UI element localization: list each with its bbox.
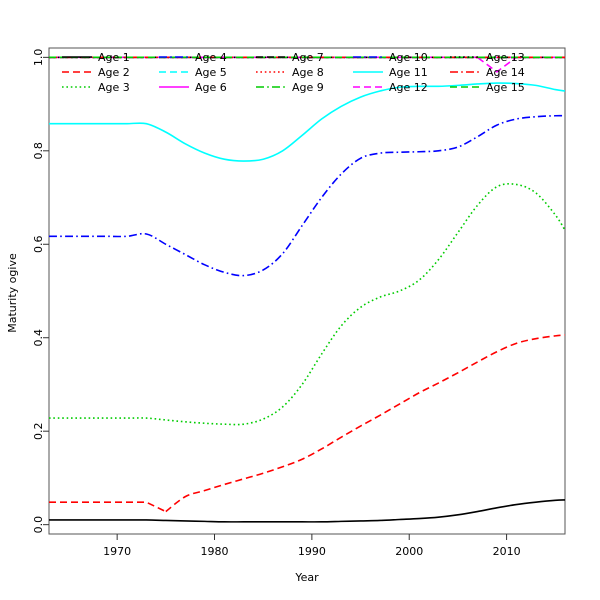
legend-item-age-10[interactable]: Age 10: [353, 51, 428, 64]
y-axis-label: Maturity ogive: [6, 253, 19, 333]
y-tick-label: 0.6: [32, 236, 45, 254]
legend-item-age-1[interactable]: Age 1: [62, 51, 130, 64]
series-line-age-10: [49, 114, 565, 277]
legend-label: Age 3: [98, 81, 130, 94]
legend-label: Age 4: [195, 51, 227, 64]
legend-item-age-12[interactable]: Age 12: [353, 81, 428, 94]
legend-item-age-13[interactable]: Age 13: [450, 51, 525, 64]
y-tick-label: 1.0: [32, 49, 45, 67]
legend-item-age-3[interactable]: Age 3: [62, 81, 130, 94]
x-axis-label: Year: [294, 571, 319, 584]
legend-label: Age 15: [486, 81, 525, 94]
legend: Age 1 Age 2 Age 3 Age 4 Age 5 Age 6 Age 7 Age 8…: [62, 51, 525, 94]
legend-label: Age 7: [292, 51, 324, 64]
x-tick-label: 1990: [298, 545, 326, 558]
series-line-age-12: [49, 56, 565, 73]
y-tick-label: 0.8: [32, 142, 45, 160]
y-tick-label: 0.0: [32, 516, 45, 534]
legend-item-age-4[interactable]: Age 4: [159, 51, 227, 64]
y-tick-label: 0.4: [32, 329, 45, 347]
series-line-age-2: [49, 334, 565, 513]
y-tick-label: 0.2: [32, 422, 45, 440]
legend-label: Age 9: [292, 81, 324, 94]
legend-label: Age 10: [389, 51, 428, 64]
x-tick-label: 2000: [395, 545, 423, 558]
legend-label: Age 1: [98, 51, 130, 64]
legend-label: Age 11: [389, 66, 428, 79]
legend-item-age-9[interactable]: Age 9: [256, 81, 324, 94]
legend-label: Age 5: [195, 66, 227, 79]
plot-border: [48, 47, 566, 535]
legend-label: Age 14: [486, 66, 525, 79]
legend-item-age-5[interactable]: Age 5: [159, 66, 227, 79]
legend-item-age-7[interactable]: Age 7: [256, 51, 324, 64]
plot-frame: [48, 47, 566, 535]
legend-label: Age 2: [98, 66, 130, 79]
x-axis-ticks: 1970 1980 1990 2000 2010: [103, 534, 521, 558]
legend-item-age-15[interactable]: Age 15: [450, 81, 525, 94]
legend-label: Age 8: [292, 66, 324, 79]
legend-label: Age 6: [195, 81, 227, 94]
legend-item-age-14[interactable]: Age 14: [450, 66, 525, 79]
legend-item-age-11[interactable]: Age 11: [353, 66, 428, 79]
x-tick-label: 1970: [103, 545, 131, 558]
legend-label: Age 13: [486, 51, 525, 64]
legend-item-age-6[interactable]: Age 6: [159, 81, 227, 94]
x-tick-label: 1980: [201, 545, 229, 558]
x-tick-label: 2010: [493, 545, 521, 558]
series-line-age-11: [49, 82, 565, 162]
legend-item-age-8[interactable]: Age 8: [256, 66, 324, 79]
legend-label: Age 12: [389, 81, 428, 94]
legend-item-age-2[interactable]: Age 2: [62, 66, 130, 79]
series-layer: [49, 56, 565, 523]
series-line-age-1: [49, 499, 565, 523]
y-axis-ticks: 0.0 0.2 0.4 0.6 0.8 1.0: [32, 49, 49, 534]
series-group: [49, 56, 565, 523]
